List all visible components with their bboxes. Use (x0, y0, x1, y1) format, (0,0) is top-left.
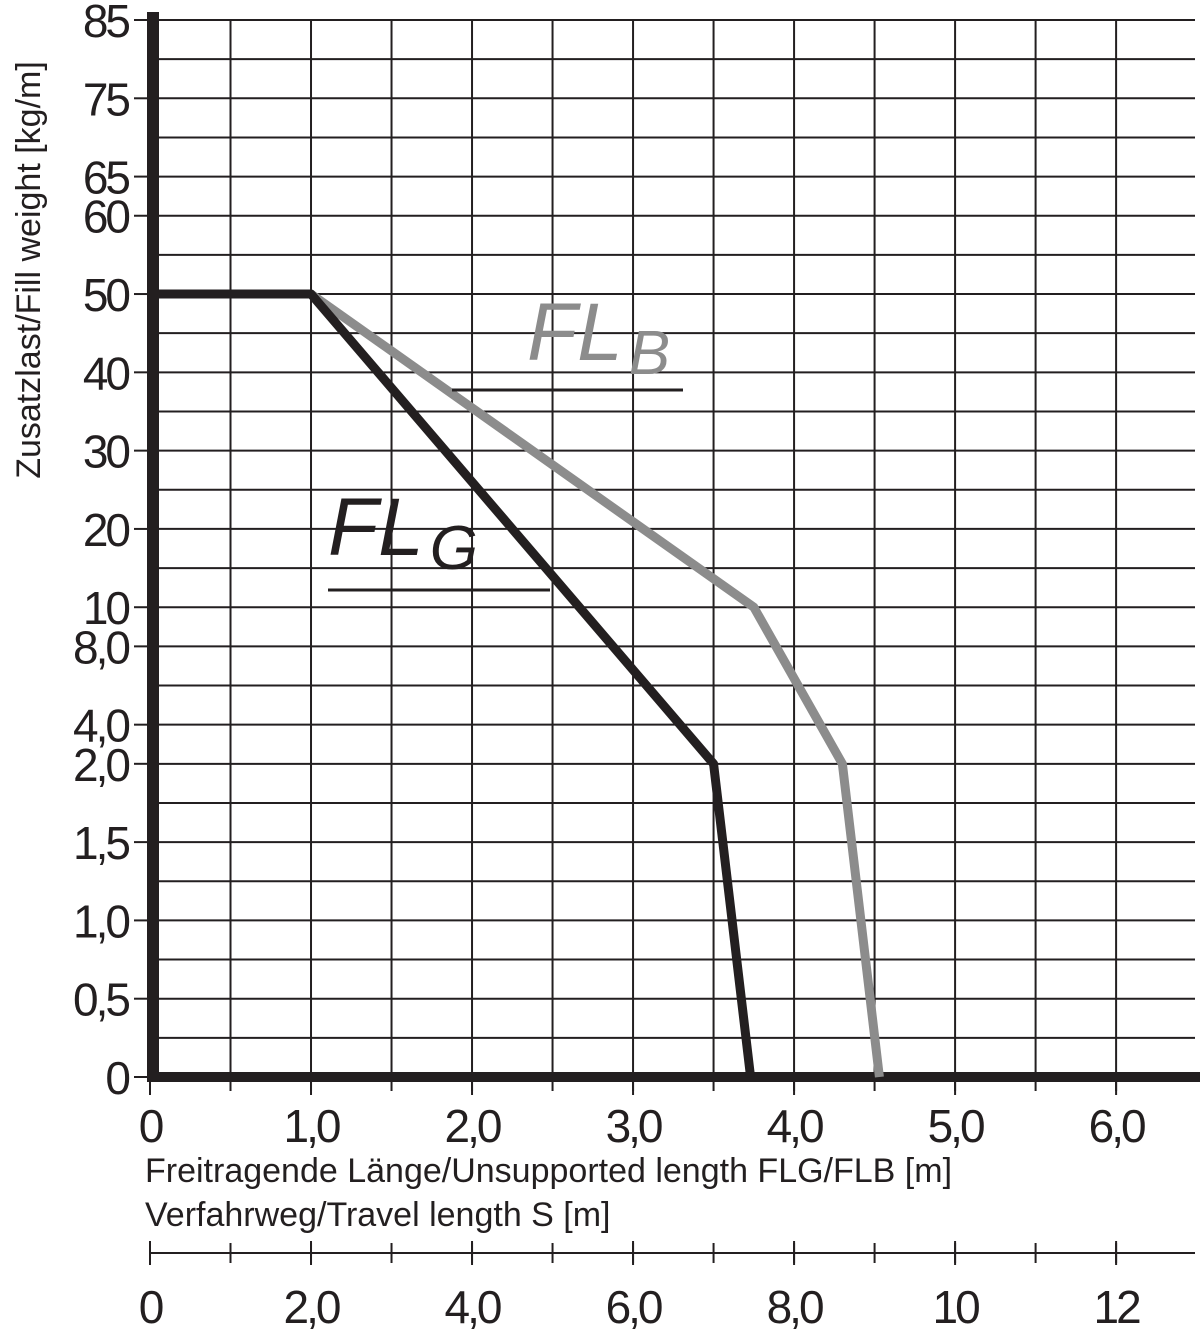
y-tick-label: 30 (83, 426, 130, 478)
y-tick-label: 85 (83, 0, 130, 47)
series-subscript: B (629, 319, 670, 388)
y-tick-label: 1,0 (73, 895, 129, 947)
y-tick-label: 40 (83, 347, 130, 399)
series-name: FL (328, 482, 424, 573)
x2-tick-label: 12 (1094, 1281, 1141, 1333)
y-tick-label: 8,0 (73, 621, 129, 673)
x2-tick-label: 2,0 (284, 1281, 340, 1333)
y-axis-label: Zusatzlast/Fill weight [kg/m] (10, 61, 48, 479)
x-tick-label: 2,0 (445, 1100, 501, 1152)
x-tick-label: 6,0 (1089, 1100, 1145, 1152)
y-tick-label: 4,0 (73, 700, 129, 752)
x-tick-label: 3,0 (606, 1100, 662, 1152)
y-tick-label: 75 (83, 73, 130, 125)
x-tick-label: 4,0 (767, 1100, 823, 1152)
y-tick-label: 50 (83, 269, 130, 321)
y-tick-label: 10 (83, 582, 130, 634)
x2-tick-label: 10 (932, 1281, 979, 1333)
x2-tick-label: 4,0 (445, 1281, 501, 1333)
y-tick-label: 2,0 (73, 739, 129, 791)
series-label: FLB (527, 287, 670, 388)
x-tick-label: 5,0 (928, 1100, 984, 1152)
x2-tick-label: 0 (139, 1281, 163, 1333)
y-tick-label: 1,5 (73, 817, 129, 869)
x-axis-label: Freitragende Länge/Unsupported length FL… (145, 1152, 952, 1190)
x-tick-label: 0 (139, 1100, 163, 1152)
x-tick-label: 1,0 (284, 1100, 340, 1152)
data-line (150, 289, 756, 1078)
data-line (308, 290, 884, 1078)
y-tick-label: 0,5 (73, 974, 129, 1026)
y-tick-label: 20 (83, 504, 130, 556)
series-subscript: G (430, 514, 478, 583)
x2-axis-label: Verfahrweg/Travel length S [m] (145, 1196, 611, 1234)
x2-tick-label: 8,0 (767, 1281, 823, 1333)
y-tick-label: 60 (83, 191, 130, 243)
x2-tick-label: 6,0 (606, 1281, 662, 1333)
y-tick-label: 0 (105, 1052, 129, 1104)
series-name: FL (527, 287, 623, 378)
y-tick-label: 65 (83, 152, 130, 204)
series-label: FLG (328, 482, 478, 583)
